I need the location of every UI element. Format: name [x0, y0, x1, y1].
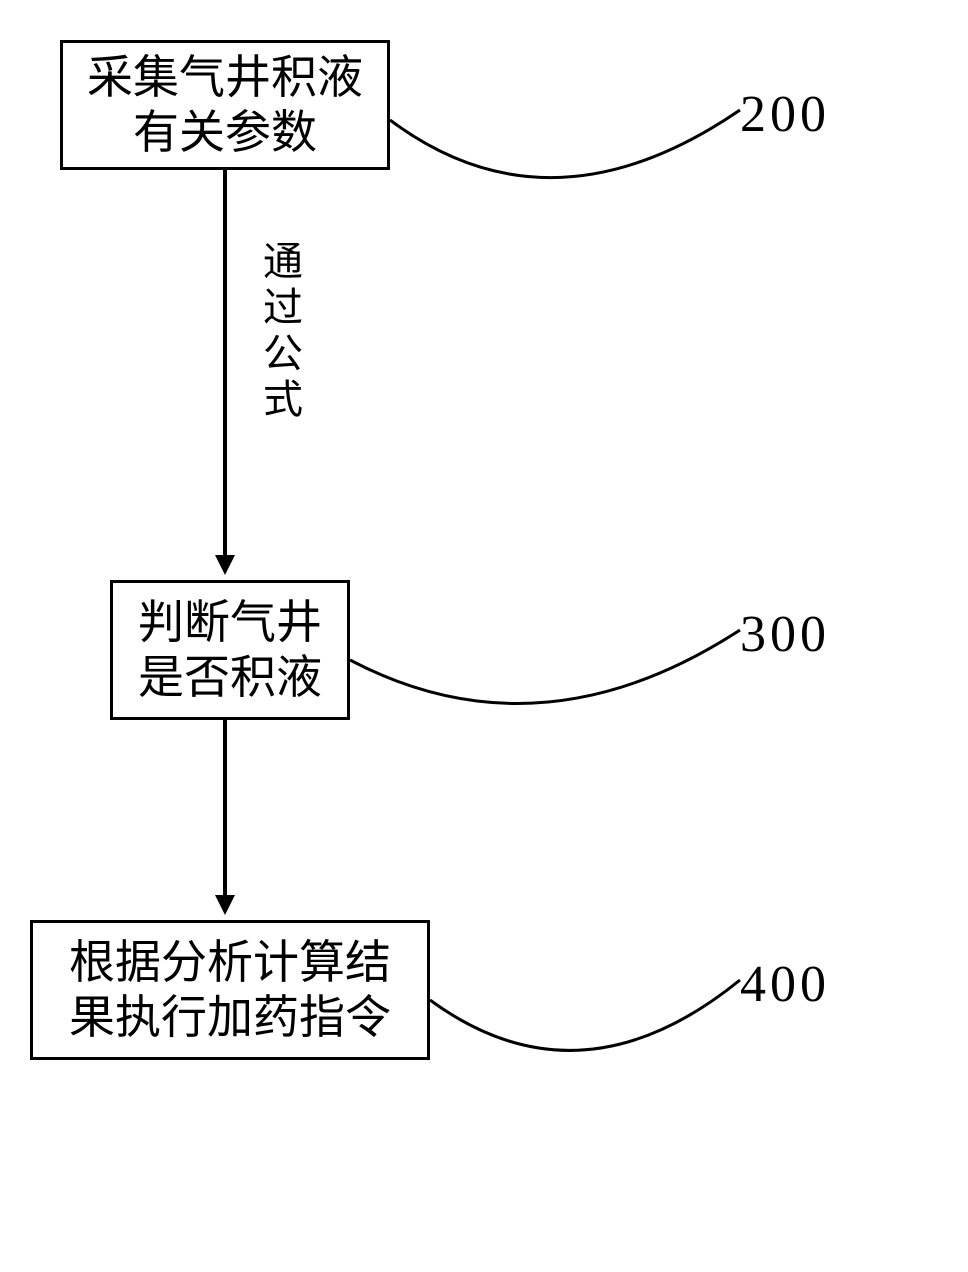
flowchart-box-1: 采集气井积液有关参数	[60, 40, 390, 170]
label-200: 200	[740, 85, 830, 144]
label-400: 400	[740, 955, 830, 1014]
edge-label-1: 通过公式	[250, 240, 308, 424]
arrow-2-line	[223, 720, 227, 895]
box-2-text: 判断气井是否积液	[138, 595, 322, 705]
flowchart-box-3: 根据分析计算结果执行加药指令	[30, 920, 430, 1060]
arrow-1-line	[223, 170, 227, 555]
arrow-1-head	[215, 555, 235, 575]
label-300: 300	[740, 605, 830, 664]
box-1-text: 采集气井积液有关参数	[87, 50, 363, 160]
box-3-text: 根据分析计算结果执行加药指令	[69, 935, 391, 1045]
arrow-2-head	[215, 895, 235, 915]
flowchart-box-2: 判断气井是否积液	[110, 580, 350, 720]
